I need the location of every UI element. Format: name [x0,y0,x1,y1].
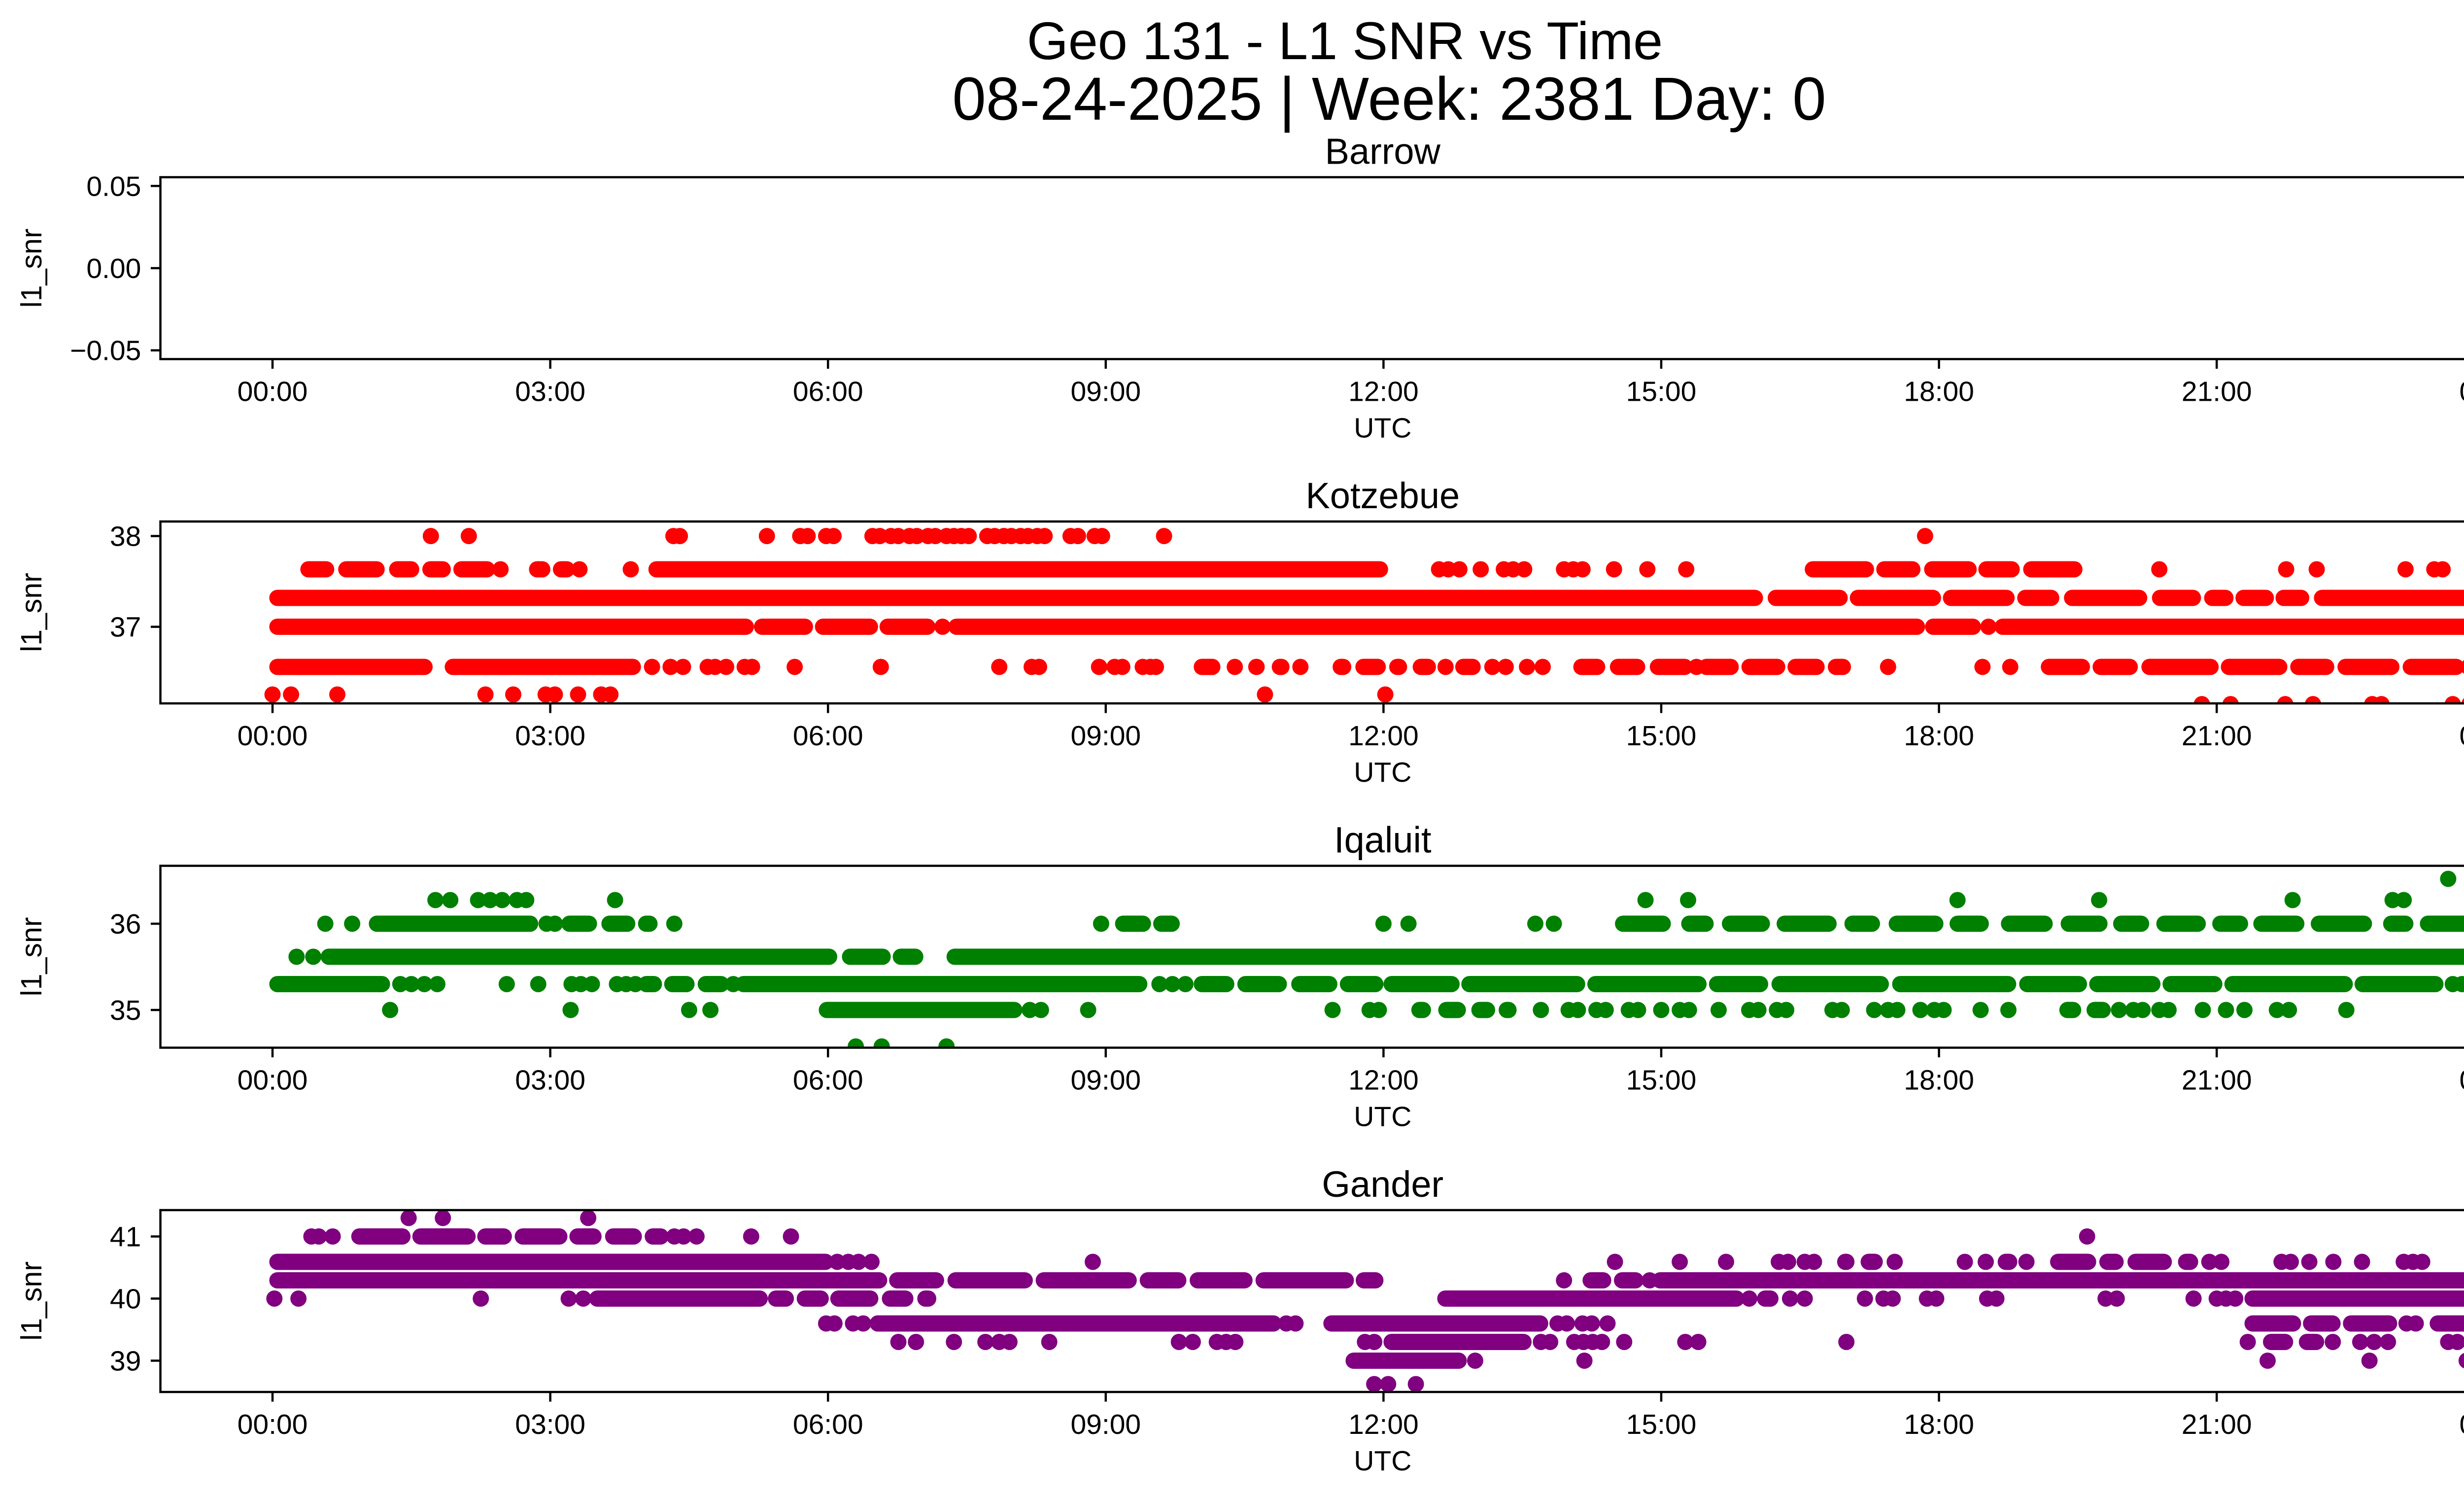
svg-text:00:00: 00:00 [238,1065,308,1096]
svg-text:06:00: 06:00 [793,376,863,408]
svg-text:UTC: UTC [1354,413,1411,444]
svg-text:12:00: 12:00 [1348,376,1419,408]
svg-text:00:00: 00:00 [2459,720,2464,752]
svg-text:41: 41 [110,1221,141,1253]
svg-text:15:00: 15:00 [1626,1065,1697,1096]
svg-text:06:00: 06:00 [793,720,863,752]
svg-text:35: 35 [110,995,141,1026]
svg-text:12:00: 12:00 [1348,1409,1419,1440]
svg-text:39: 39 [110,1346,141,1377]
svg-text:Gander: Gander [1322,1164,1443,1205]
svg-text:UTC: UTC [1354,1445,1411,1477]
svg-text:l1_snr: l1_snr [15,1261,48,1341]
svg-text:l1_snr: l1_snr [15,917,48,997]
svg-text:00:00: 00:00 [2459,1409,2464,1440]
svg-text:08-24-2025 | Week: 2381 Day: 0: 08-24-2025 | Week: 2381 Day: 0 [952,66,1826,133]
svg-text:00:00: 00:00 [238,376,308,408]
svg-text:00:00: 00:00 [2459,1065,2464,1096]
svg-text:21:00: 21:00 [2182,720,2252,752]
svg-text:12:00: 12:00 [1348,1065,1419,1096]
svg-text:09:00: 09:00 [1070,1065,1141,1096]
svg-text:UTC: UTC [1354,757,1411,788]
svg-text:18:00: 18:00 [1904,376,1974,408]
svg-text:09:00: 09:00 [1070,1409,1141,1440]
svg-text:06:00: 06:00 [793,1065,863,1096]
svg-text:40: 40 [110,1284,141,1315]
svg-text:00:00: 00:00 [2459,376,2464,408]
svg-text:03:00: 03:00 [515,1065,585,1096]
svg-text:15:00: 15:00 [1626,720,1697,752]
svg-text:09:00: 09:00 [1070,376,1141,408]
svg-text:21:00: 21:00 [2182,376,2252,408]
svg-text:36: 36 [110,908,141,940]
svg-text:03:00: 03:00 [515,720,585,752]
svg-text:15:00: 15:00 [1626,376,1697,408]
svg-text:UTC: UTC [1354,1101,1411,1133]
svg-text:03:00: 03:00 [515,376,585,408]
svg-text:Barrow: Barrow [1325,131,1441,172]
svg-text:09:00: 09:00 [1070,720,1141,752]
svg-text:Iqaluit: Iqaluit [1334,820,1432,861]
svg-text:21:00: 21:00 [2182,1409,2252,1440]
svg-text:−0.05: −0.05 [70,335,141,367]
svg-text:00:00: 00:00 [238,720,308,752]
svg-text:18:00: 18:00 [1904,720,1974,752]
svg-text:Kotzebue: Kotzebue [1305,475,1460,516]
svg-text:l1_snr: l1_snr [15,229,48,308]
svg-text:00:00: 00:00 [238,1409,308,1440]
svg-text:18:00: 18:00 [1904,1409,1974,1440]
svg-text:18:00: 18:00 [1904,1065,1974,1096]
svg-text:0.05: 0.05 [86,171,141,202]
svg-text:0.00: 0.00 [86,253,141,284]
svg-text:21:00: 21:00 [2182,1065,2252,1096]
svg-text:06:00: 06:00 [793,1409,863,1440]
svg-text:Geo 131 - L1 SNR vs Time: Geo 131 - L1 SNR vs Time [1027,11,1663,70]
svg-text:15:00: 15:00 [1626,1409,1697,1440]
svg-text:12:00: 12:00 [1348,720,1419,752]
svg-text:03:00: 03:00 [515,1409,585,1440]
svg-text:l1_snr: l1_snr [15,573,48,652]
svg-text:38: 38 [110,521,141,553]
svg-text:37: 37 [110,612,141,643]
